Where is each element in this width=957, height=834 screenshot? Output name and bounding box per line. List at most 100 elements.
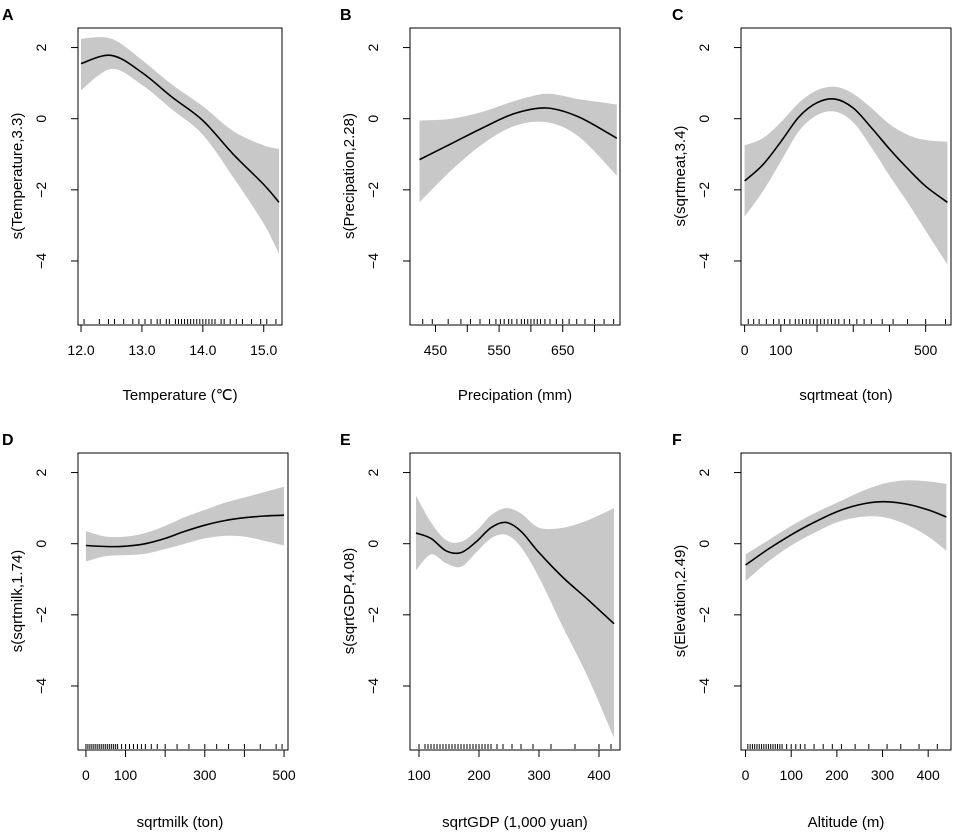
y-axis-title: s(Elevation,2.49) <box>672 545 689 658</box>
y-tick-label: 2 <box>696 43 712 51</box>
fit-curve <box>415 521 615 625</box>
y-tick-label: −2 <box>696 182 712 198</box>
y-tick-label: −2 <box>33 607 49 623</box>
x-axis-title: Temperature (℃) <box>122 387 237 404</box>
plot-frame <box>77 27 283 326</box>
y-axis-title: s(sqrtGDP,4.08) <box>341 548 358 654</box>
x-tick-label: 550 <box>487 342 511 358</box>
panel-letter-e: E <box>340 432 351 449</box>
confidence-band-area <box>744 86 948 265</box>
y-tick-label: 2 <box>33 468 49 476</box>
y-tick-label: −4 <box>696 678 712 694</box>
y-tick-label: −4 <box>365 678 381 694</box>
plot-frame <box>740 27 952 326</box>
x-tick-label: 100 <box>780 767 804 783</box>
x-tick-label: 0 <box>741 342 749 358</box>
x-tick-label: 400 <box>587 767 611 783</box>
x-tick-label: 200 <box>467 767 491 783</box>
plot-frame <box>409 452 621 751</box>
x-tick-label: 300 <box>871 767 895 783</box>
y-tick-label: −2 <box>365 607 381 623</box>
y-tick-label: 0 <box>33 540 49 548</box>
y-tick-label: 2 <box>365 468 381 476</box>
x-tick-label: 0 <box>742 767 750 783</box>
y-tick-label: 2 <box>696 468 712 476</box>
x-tick-label: 12.0 <box>67 342 94 358</box>
fit-line <box>85 514 285 548</box>
rug-marks <box>83 319 277 324</box>
panel-letter-d: D <box>2 432 14 449</box>
rug-marks <box>422 319 615 324</box>
confidence-band <box>419 93 617 203</box>
confidence-band <box>81 37 279 254</box>
x-tick-label: 500 <box>272 767 296 783</box>
x-tick-label: 100 <box>769 342 793 358</box>
panel-c: C 0 100 500 −4 −2 0 2 sqrtmeat (ton) s(sqrtme… <box>672 7 952 404</box>
fit-curve <box>85 514 285 548</box>
confidence-band-area <box>85 486 285 562</box>
y-axis-title: s(sqrtmeat,3.4) <box>672 126 689 227</box>
confidence-band-area <box>745 480 947 581</box>
fit-line <box>415 521 615 625</box>
panel-a: A 12.0 13.0 14.0 15.0 −4 −2 0 2 Temperature (℃… <box>2 7 283 404</box>
y-axis-ticks: −4 −2 0 2 <box>33 468 78 694</box>
y-tick-label: 0 <box>33 115 49 123</box>
y-axis-ticks: −4 −2 0 2 <box>365 43 410 269</box>
confidence-band <box>416 495 614 738</box>
y-tick-label: 0 <box>696 115 712 123</box>
rug-marks <box>85 744 283 749</box>
panel-letter-f: F <box>672 432 682 449</box>
plot-frame <box>740 452 952 751</box>
panel-e: E 100 200 300 400 −4 −2 0 2 sqrtGDP (1,000 yua… <box>340 432 621 831</box>
panel-letter-a: A <box>2 7 14 24</box>
y-tick-label: 2 <box>33 43 49 51</box>
x-tick-label: 500 <box>914 342 938 358</box>
y-tick-label: −4 <box>33 678 49 694</box>
x-axis-ticks: 450 550 650 <box>424 325 596 358</box>
y-tick-label: −4 <box>696 253 712 269</box>
x-tick-label: 100 <box>407 767 431 783</box>
x-tick-label: 650 <box>551 342 575 358</box>
y-axis-title: s(Temperature,3.3) <box>9 113 26 240</box>
x-tick-label: 200 <box>825 767 849 783</box>
fit-curve <box>80 54 280 203</box>
y-tick-label: −2 <box>696 607 712 623</box>
x-tick-label: 450 <box>424 342 448 358</box>
fit-curve <box>745 500 947 566</box>
fit-line <box>744 98 948 203</box>
x-axis-ticks: 0 100 200 300 400 <box>742 750 940 783</box>
x-tick-label: 13.0 <box>128 342 155 358</box>
x-tick-label: 400 <box>916 767 940 783</box>
fit-line <box>745 500 947 566</box>
x-tick-label: 100 <box>114 767 138 783</box>
y-tick-label: −4 <box>33 253 49 269</box>
x-tick-label: 300 <box>193 767 217 783</box>
y-axis-title: s(sqrtmilk,1.74) <box>9 550 26 653</box>
plot-frame <box>77 452 289 751</box>
x-tick-label: 300 <box>527 767 551 783</box>
rug-marks <box>747 744 938 749</box>
panel-letter-b: B <box>340 7 352 24</box>
x-axis-title: Altitude (m) <box>808 814 885 831</box>
x-axis-ticks: 0 100 500 <box>741 325 938 358</box>
y-axis-title: s(Precipation,2.28) <box>341 113 358 239</box>
panel-d: D 0 100 300 500 −4 −2 0 2 sqrtmilk (ton) s(sqr… <box>2 432 296 831</box>
y-axis-ticks: −4 −2 0 2 <box>696 468 741 694</box>
y-tick-label: −2 <box>365 182 381 198</box>
confidence-band-area <box>419 93 617 203</box>
x-tick-label: 14.0 <box>189 342 216 358</box>
x-tick-label: 15.0 <box>250 342 277 358</box>
y-tick-label: 2 <box>365 43 381 51</box>
fit-curve <box>419 107 618 161</box>
confidence-band <box>744 86 948 265</box>
x-axis-ticks: 0 100 300 500 <box>82 750 296 783</box>
x-axis-title: sqrtmeat (ton) <box>799 387 892 404</box>
y-tick-label: 0 <box>365 540 381 548</box>
x-tick-label: 0 <box>82 767 90 783</box>
panel-f: F 0 100 200 300 400 −4 −2 0 2 Altitude (m) s(El… <box>672 432 952 831</box>
fit-line <box>419 107 618 161</box>
fit-line <box>80 54 280 203</box>
rug-marks <box>747 319 947 324</box>
plot-frame <box>409 27 621 326</box>
y-tick-label: −2 <box>33 182 49 198</box>
